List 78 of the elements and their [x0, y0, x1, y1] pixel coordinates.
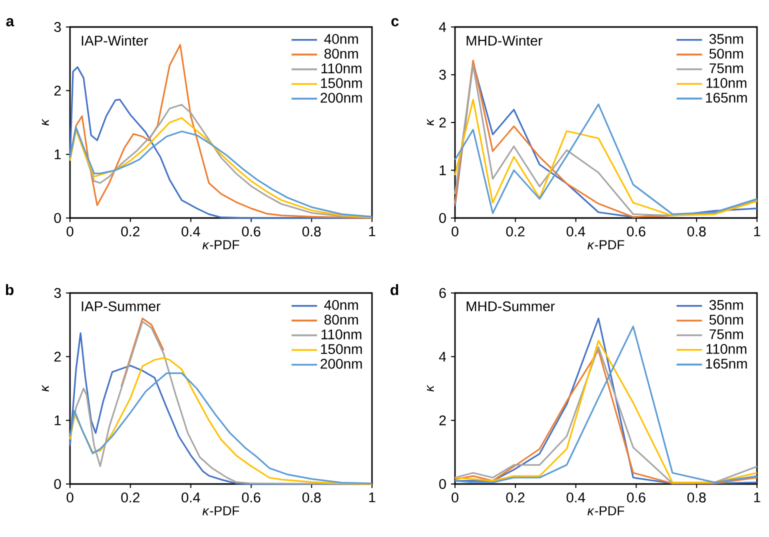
x-axis-title: κ-PDF [202, 506, 240, 516]
y-axis-title: κ [426, 384, 434, 392]
y-tick-label: 4 [439, 22, 446, 32]
legend-label: 110nm [322, 329, 362, 340]
y-tick-label: 0 [54, 479, 61, 489]
legend-label: 50nm [709, 314, 743, 325]
y-tick-label: 2 [439, 118, 446, 128]
x-axis-title: κ-PDF [588, 240, 624, 250]
chart-subtitle: MHD-Summer [466, 301, 555, 312]
legend-label: 80nm [324, 48, 358, 59]
legend-label: 150nm [321, 344, 362, 354]
x-tick-label: 0.8 [687, 492, 706, 502]
x-tick-label: 0.8 [302, 226, 321, 236]
legend-label: 165nm [706, 358, 747, 369]
x-tick-label: 0.8 [302, 492, 321, 502]
y-tick-label: 3 [54, 288, 61, 298]
y-tick-label: 2 [54, 352, 61, 362]
x-tick-label: 0.4 [566, 226, 586, 236]
legend-label: 80nm [324, 314, 358, 325]
x-tick-label: 0.2 [121, 492, 140, 502]
x-tick-label: 0.6 [627, 492, 646, 502]
x-tick-label: 0.6 [242, 226, 260, 236]
y-tick-label: 0 [54, 213, 61, 223]
y-axis-title: κ [426, 118, 434, 126]
y-tick-label: 3 [439, 70, 446, 80]
line-series [120, 318, 164, 388]
legend-label: 75nm [710, 63, 743, 74]
x-tick-label: 0 [66, 492, 74, 502]
x-tick-label: 0.8 [687, 226, 706, 236]
x-tick-label: 0.6 [627, 226, 646, 236]
legend-label: 35nm [709, 34, 743, 44]
x-tick-label: 0.4 [182, 226, 200, 236]
legend-label: 35nm [709, 300, 743, 310]
legend-label: 200nm [320, 358, 362, 369]
legend-label: 40nm [324, 300, 358, 310]
y-tick-label: 2 [54, 86, 61, 96]
x-tick-label: 0.2 [121, 226, 140, 236]
x-tick-label: 0.2 [506, 492, 524, 502]
chart-title: d [390, 284, 398, 296]
x-tick-label: 0 [66, 226, 74, 236]
legend-label: 110nm [322, 63, 362, 74]
x-tick-label: 1 [369, 226, 376, 236]
y-tick-label: 1 [440, 165, 446, 176]
x-tick-label: 0.4 [566, 492, 586, 502]
chart-subtitle: MHD-Winter [466, 35, 542, 46]
y-tick-label: 1 [54, 150, 61, 160]
x-tick-label: 0.4 [182, 492, 200, 502]
chart-subtitle: IAP-Summer [82, 301, 160, 312]
legend-label: 150nm [321, 78, 362, 88]
y-tick-label: 2 [439, 415, 446, 426]
x-tick-label: 0 [452, 492, 458, 502]
legend-label: 75nm [710, 329, 743, 340]
y-axis-title: κ [42, 384, 49, 392]
chart-title: a [6, 18, 14, 26]
y-tick-label: 1 [54, 416, 61, 426]
x-axis-title: κ-PDF [588, 506, 624, 516]
y-tick-label: 0 [439, 479, 446, 489]
legend-label: 110nm [706, 344, 746, 354]
y-tick-label: 3 [54, 22, 61, 32]
chart-subtitle: IAP-Winter [82, 35, 148, 46]
y-tick-label: 6 [439, 288, 446, 298]
legend-label: 40nm [324, 34, 358, 44]
y-axis-title: κ [42, 118, 49, 126]
x-tick-label: 0.2 [506, 226, 524, 236]
legend-label: 110nm [706, 78, 746, 88]
x-tick-label: 0.6 [242, 492, 260, 502]
x-tick-label: 1 [754, 492, 760, 502]
x-axis-title: κ-PDF [202, 240, 240, 250]
legend-label: 50nm [709, 48, 743, 59]
legend-label: 165nm [706, 92, 747, 103]
legend-label: 200nm [320, 92, 362, 103]
chart-title: b [6, 284, 14, 296]
chart-title: c [391, 18, 399, 26]
y-tick-label: 4 [439, 352, 446, 362]
y-tick-label: 0 [439, 213, 446, 223]
x-tick-label: 1 [369, 492, 376, 502]
x-tick-label: 0 [452, 226, 458, 236]
x-tick-label: 1 [754, 226, 760, 236]
